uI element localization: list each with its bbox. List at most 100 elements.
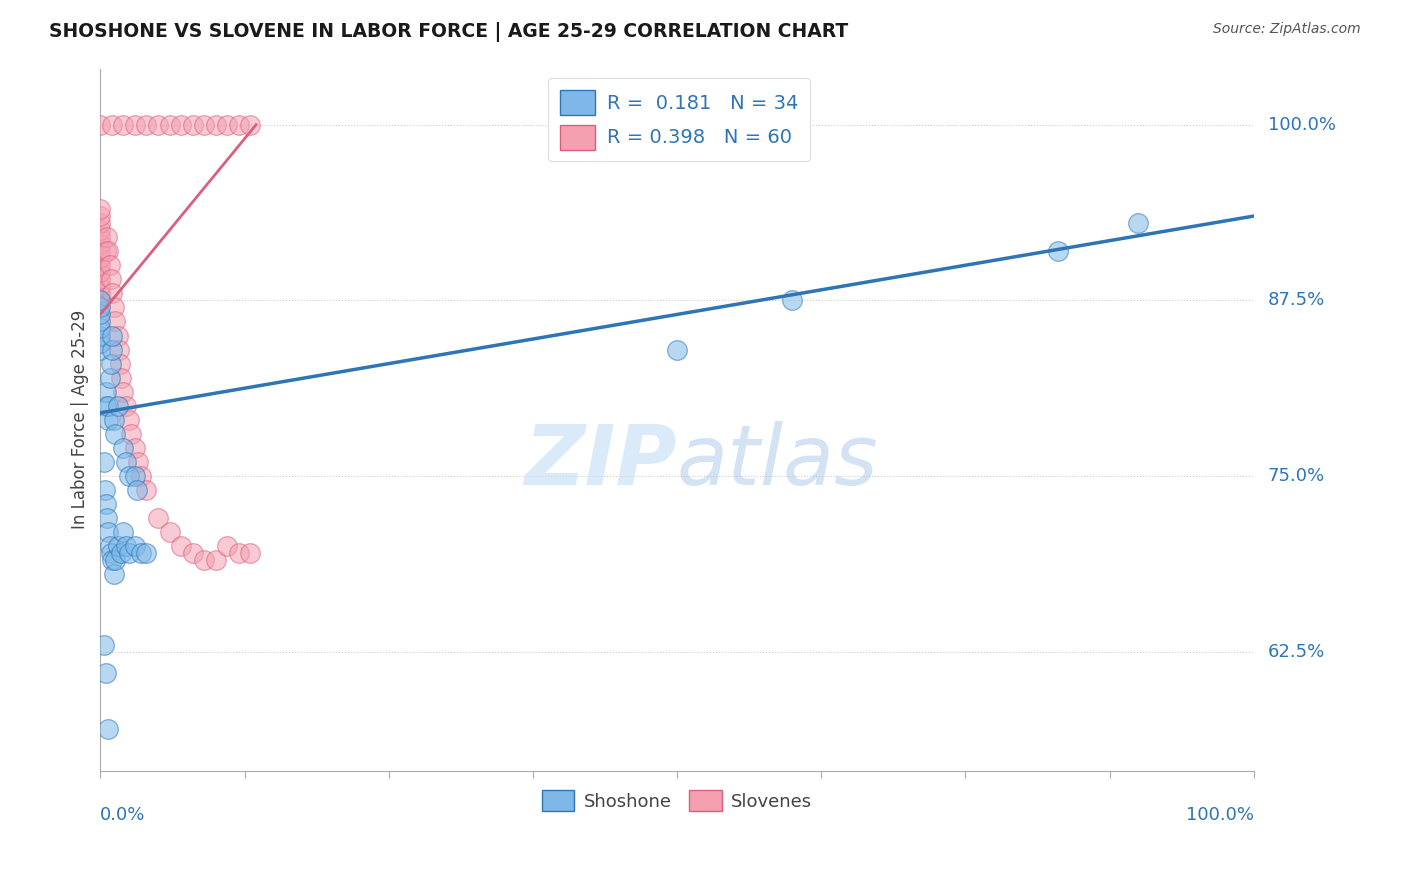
Text: 62.5%: 62.5%	[1268, 643, 1324, 661]
Point	[104, 426, 127, 441]
Point	[89, 216, 111, 230]
Text: 100.0%: 100.0%	[1185, 806, 1254, 824]
Point	[100, 272, 122, 286]
Point	[112, 525, 135, 540]
Point	[217, 118, 239, 132]
Point	[89, 343, 111, 357]
Text: ZIP: ZIP	[524, 422, 678, 502]
Point	[107, 399, 129, 413]
Point	[124, 118, 146, 132]
Point	[89, 279, 111, 293]
Point	[110, 546, 132, 560]
Point	[181, 546, 204, 560]
Point	[96, 511, 118, 525]
Point	[93, 455, 115, 469]
Point	[98, 258, 121, 272]
Point	[181, 118, 204, 132]
Point	[239, 546, 262, 560]
Point	[94, 244, 117, 259]
Point	[103, 567, 125, 582]
Point	[89, 244, 111, 259]
Point	[204, 553, 226, 567]
Point	[101, 343, 124, 357]
Point	[104, 314, 127, 328]
Point	[228, 118, 250, 132]
Point	[112, 441, 135, 455]
Point	[94, 497, 117, 511]
Point	[135, 483, 157, 497]
Point	[108, 357, 131, 371]
Point	[107, 343, 129, 357]
Point	[98, 370, 121, 384]
Point	[170, 539, 193, 553]
Legend: Shoshone, Slovenes: Shoshone, Slovenes	[534, 783, 820, 818]
Text: SHOSHONE VS SLOVENE IN LABOR FORCE | AGE 25-29 CORRELATION CHART: SHOSHONE VS SLOVENE IN LABOR FORCE | AGE…	[49, 22, 848, 42]
Point	[1128, 216, 1150, 230]
Point	[193, 553, 215, 567]
Point	[170, 118, 193, 132]
Point	[666, 343, 689, 357]
Point	[94, 483, 117, 497]
Point	[159, 118, 181, 132]
Point	[103, 301, 125, 315]
Point	[89, 314, 111, 328]
Y-axis label: In Labor Force | Age 25-29: In Labor Force | Age 25-29	[72, 310, 89, 530]
Point	[101, 553, 124, 567]
Point	[103, 413, 125, 427]
Point	[97, 525, 120, 540]
Point	[98, 539, 121, 553]
Point	[782, 293, 804, 308]
Point	[204, 118, 226, 132]
Point	[124, 539, 146, 553]
Point	[89, 335, 111, 350]
Point	[127, 483, 149, 497]
Point	[101, 118, 124, 132]
Point	[239, 118, 262, 132]
Point	[118, 469, 141, 483]
Point	[118, 413, 141, 427]
Point	[89, 230, 111, 244]
Point	[89, 223, 111, 237]
Point	[89, 328, 111, 343]
Point	[217, 539, 239, 553]
Point	[94, 665, 117, 680]
Point	[97, 722, 120, 736]
Point	[89, 293, 111, 308]
Point	[89, 308, 111, 322]
Point	[107, 539, 129, 553]
Point	[118, 546, 141, 560]
Point	[89, 321, 111, 335]
Point	[110, 370, 132, 384]
Point	[89, 209, 111, 223]
Text: atlas: atlas	[678, 422, 879, 502]
Point	[114, 455, 136, 469]
Point	[193, 118, 215, 132]
Point	[112, 384, 135, 399]
Point	[89, 301, 111, 315]
Point	[107, 328, 129, 343]
Point	[114, 399, 136, 413]
Point	[100, 357, 122, 371]
Point	[159, 525, 181, 540]
Text: 0.0%: 0.0%	[100, 806, 146, 824]
Point	[127, 455, 149, 469]
Text: 87.5%: 87.5%	[1268, 292, 1324, 310]
Text: Source: ZipAtlas.com: Source: ZipAtlas.com	[1213, 22, 1361, 37]
Point	[129, 469, 152, 483]
Point	[121, 426, 143, 441]
Point	[89, 265, 111, 279]
Point	[146, 511, 169, 525]
Point	[1046, 244, 1069, 259]
Point	[124, 441, 146, 455]
Point	[94, 384, 117, 399]
Point	[94, 399, 117, 413]
Point	[135, 118, 157, 132]
Point	[135, 546, 157, 560]
Point	[146, 118, 169, 132]
Point	[96, 230, 118, 244]
Point	[97, 399, 120, 413]
Point	[89, 237, 111, 252]
Point	[114, 539, 136, 553]
Point	[228, 546, 250, 560]
Text: 75.0%: 75.0%	[1268, 467, 1324, 485]
